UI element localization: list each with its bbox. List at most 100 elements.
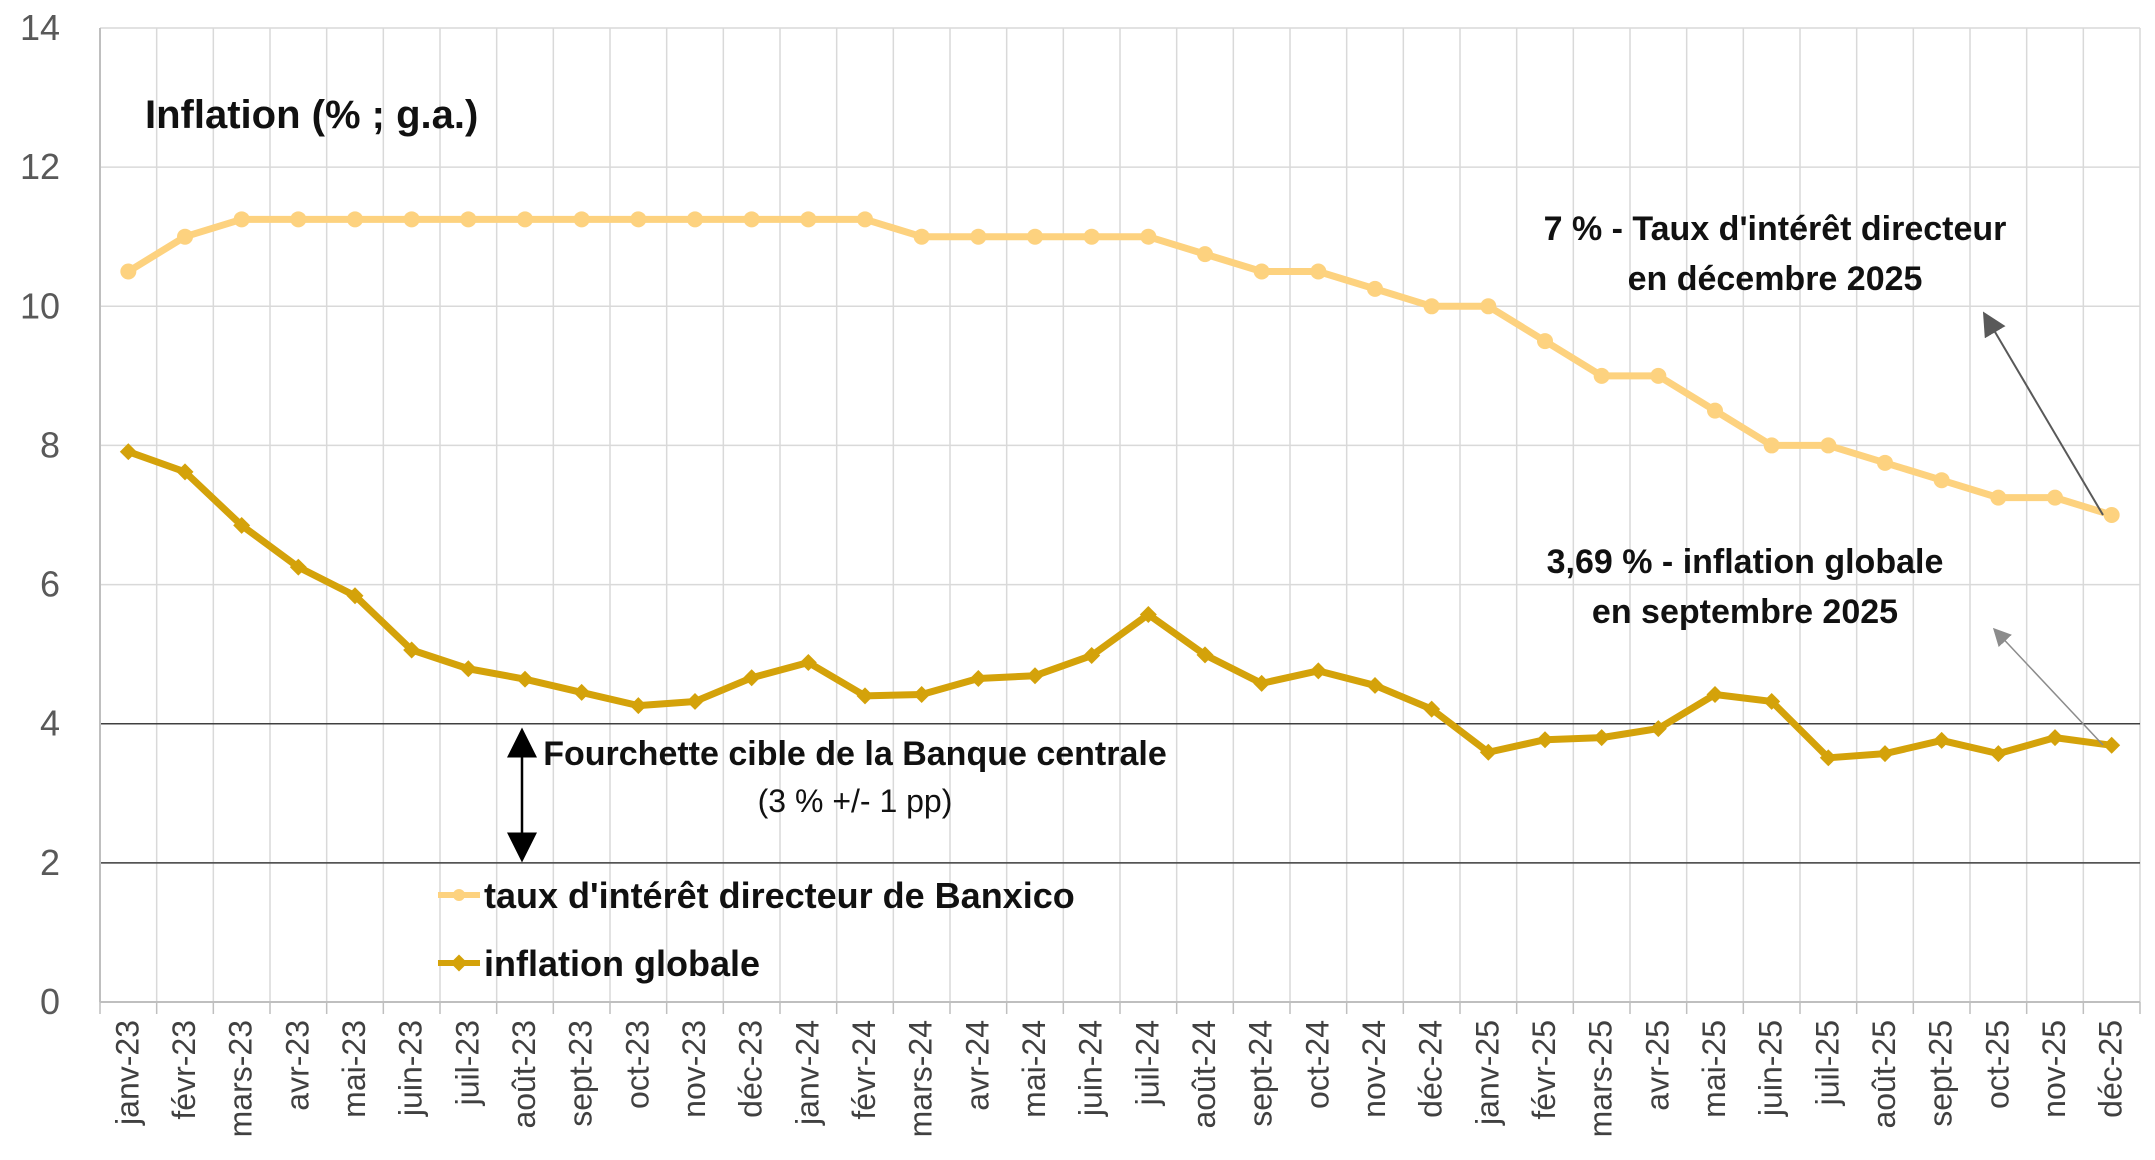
x-tick-label: juil-25 (1809, 1020, 1845, 1106)
inflation-point (1196, 646, 1214, 664)
inflation-point (1366, 676, 1384, 694)
x-tick-label: janv-23 (109, 1020, 145, 1126)
legend-marker-rate (453, 889, 465, 901)
x-tick-label: juil-24 (1129, 1020, 1165, 1106)
x-tick-label: déc-25 (2093, 1020, 2129, 1118)
rate-point (1367, 280, 1383, 297)
x-tick-label: nov-23 (676, 1020, 712, 1118)
x-tick-label: mai-25 (1696, 1020, 1732, 1118)
rate-point (1140, 228, 1157, 245)
inflation-point (403, 641, 421, 659)
series-layer (119, 211, 2121, 767)
grid-layer (99, 27, 2141, 1003)
rate-point (1083, 228, 1100, 245)
x-tick-label: sept-25 (1923, 1020, 1959, 1127)
inflation-point (1253, 674, 1271, 692)
x-tick-label: déc-23 (733, 1020, 769, 1118)
x-tick-label: nov-24 (1356, 1020, 1392, 1118)
x-tick-label: mai-23 (336, 1020, 372, 1118)
inflation-annotation-arrow (1992, 627, 2104, 746)
x-tick-label: févr-23 (166, 1020, 202, 1120)
rate-annotation-line1: 7 % - Taux d'intérêt directeur (1544, 210, 2007, 248)
x-tick-label: mars-23 (223, 1020, 259, 1137)
rate-point (1877, 454, 1893, 471)
rate-point (630, 211, 647, 228)
inflation-annotation-line1: 3,69 % - inflation globale (1547, 543, 1944, 581)
inflation-point (629, 697, 647, 715)
x-tick-label: sept-24 (1243, 1020, 1279, 1127)
inflation-point (459, 660, 477, 678)
rate-point (460, 211, 477, 228)
inflation-point (233, 516, 251, 534)
x-tick-label: févr-24 (846, 1020, 882, 1120)
rate-point (2047, 489, 2063, 506)
rate-point (1763, 437, 1780, 454)
x-tick-label: nov-25 (2036, 1020, 2072, 1118)
rate-point (2103, 507, 2120, 523)
inflation-point (969, 670, 987, 687)
rate-point (970, 228, 987, 245)
rate-point (1933, 472, 1950, 489)
rate-point (1423, 298, 1440, 315)
rate-point (1650, 367, 1667, 384)
legend-label-inflation: inflation globale (484, 943, 760, 984)
y-tick-label: 12 (20, 146, 60, 187)
rate-point (403, 211, 420, 228)
rate-point (913, 228, 930, 245)
x-tick-label: août-24 (1186, 1020, 1222, 1129)
rate-point (1027, 228, 1043, 245)
rate-point (800, 211, 817, 228)
inflation-point (1083, 647, 1101, 665)
inflation-point (1989, 745, 2007, 763)
x-tick-label: juin-23 (393, 1020, 429, 1117)
rate-point (1197, 246, 1213, 263)
chart-title: Inflation (% ; g.a.) (145, 93, 478, 137)
rate-point (1990, 489, 2007, 506)
inflation-point (289, 558, 307, 576)
rate-point (1537, 333, 1553, 350)
x-tick-label: déc-24 (1413, 1020, 1449, 1118)
legend-marker-inflation (450, 954, 468, 972)
y-tick-label: 10 (20, 285, 60, 326)
rate-point (120, 263, 137, 280)
inflation-point (573, 683, 591, 701)
inflation-point (743, 669, 761, 687)
rate-annotation-line2: en décembre 2025 (1628, 260, 1923, 298)
inflation-point (176, 463, 194, 481)
y-tick-label: 4 (40, 703, 60, 744)
inflation-point (1536, 731, 1554, 749)
inflation-point (1649, 720, 1667, 738)
rate-point (687, 211, 703, 228)
inflation-point (1139, 606, 1157, 623)
y-tick-label: 8 (40, 424, 60, 465)
inflation-annotation-line2: en septembre 2025 (1592, 593, 1898, 631)
x-tick-label: juin-24 (1073, 1020, 1109, 1117)
rate-point (1707, 402, 1723, 419)
rate-point (743, 211, 760, 228)
inflation-point (2046, 729, 2064, 747)
rate-point (1310, 263, 1327, 280)
y-tick-label: 0 (40, 981, 60, 1022)
inflation-point (913, 686, 931, 703)
rate-point (1820, 437, 1837, 454)
inflation-point (1423, 700, 1441, 718)
inflation-point (686, 692, 704, 710)
rate-point (573, 211, 590, 228)
rate-point (517, 211, 533, 228)
inflation-point (516, 670, 534, 688)
inflation-point (1763, 692, 1781, 710)
x-tick-label: avr-24 (959, 1020, 995, 1111)
x-tick-label: oct-24 (1299, 1020, 1335, 1109)
inflation-point (346, 587, 364, 605)
series-line-rate (124, 215, 2116, 519)
rate-point (233, 211, 250, 228)
inflation-point (1706, 686, 1724, 703)
x-tick-label: avr-23 (279, 1020, 315, 1111)
rate-point (1593, 367, 1610, 384)
inflation-point (1933, 731, 1951, 749)
y-tick-label: 6 (40, 564, 60, 605)
rate-point (1253, 263, 1270, 280)
inflation-point (1819, 749, 1837, 767)
rate-point (290, 211, 307, 228)
x-tick-label: août-25 (1866, 1020, 1902, 1129)
